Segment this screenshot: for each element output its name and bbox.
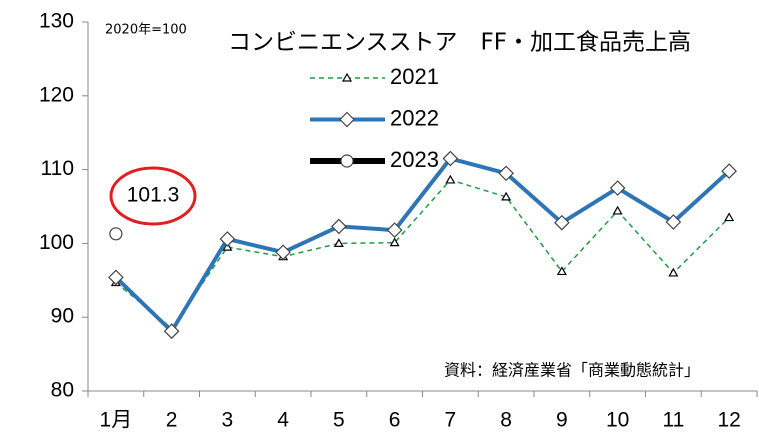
source-note: 資料：経済産業省「商業動態統計」 — [444, 361, 700, 380]
series-line — [114, 156, 731, 334]
y-tick-label: 110 — [41, 157, 74, 180]
chart-title: コンビニエンスストア FF・加工食品売上高 — [228, 30, 691, 56]
data-point — [386, 222, 403, 238]
x-tick-label: 7 — [445, 409, 457, 432]
x-tick-label: 11 — [662, 409, 684, 432]
x-tick-label: 10 — [606, 409, 629, 432]
data-point — [609, 180, 626, 196]
highlight-ellipse — [109, 166, 197, 226]
x-tick-label: 4 — [277, 409, 289, 432]
data-label: 101.3 — [127, 184, 180, 207]
y-tick-label: 120 — [39, 83, 74, 106]
data-point — [341, 72, 353, 82]
y-tick-label: 130 — [39, 10, 74, 33]
data-point — [163, 323, 180, 340]
legend-label: 2022 — [390, 105, 439, 130]
y-tick-label: 90 — [51, 305, 74, 328]
data-point — [275, 244, 291, 261]
data-point — [721, 163, 737, 179]
data-point — [612, 205, 623, 215]
data-point — [340, 154, 354, 168]
data-point — [339, 111, 355, 128]
y-tick-label: 80 — [51, 379, 74, 402]
y-tick-label: 100 — [39, 231, 74, 254]
x-tick-label: 5 — [333, 409, 345, 432]
chart-subtitle: 2020年=100 — [105, 23, 187, 38]
series-line — [115, 179, 730, 330]
data-point — [108, 269, 124, 286]
legend-label: 2023 — [390, 147, 439, 172]
data-point — [442, 150, 459, 167]
data-point — [556, 266, 567, 276]
x-tick-label: 12 — [717, 409, 740, 432]
data-point — [333, 238, 344, 247]
x-tick-label: 9 — [556, 409, 568, 432]
data-point — [665, 214, 682, 230]
data-point — [554, 214, 570, 231]
data-point — [724, 212, 735, 222]
x-tick-label: 2 — [166, 409, 178, 432]
legend-label: 2021 — [390, 64, 439, 89]
data-point — [109, 227, 123, 241]
x-tick-label: 1月 — [100, 409, 133, 432]
x-tick-label: 8 — [500, 409, 512, 432]
data-point — [498, 165, 514, 182]
x-tick-label: 3 — [222, 409, 234, 432]
data-point — [389, 237, 400, 247]
x-tick-label: 6 — [389, 409, 401, 432]
data-point — [331, 218, 347, 235]
data-point — [668, 267, 679, 277]
data-point — [445, 174, 456, 184]
data-point — [219, 231, 236, 247]
data-point — [501, 191, 512, 201]
